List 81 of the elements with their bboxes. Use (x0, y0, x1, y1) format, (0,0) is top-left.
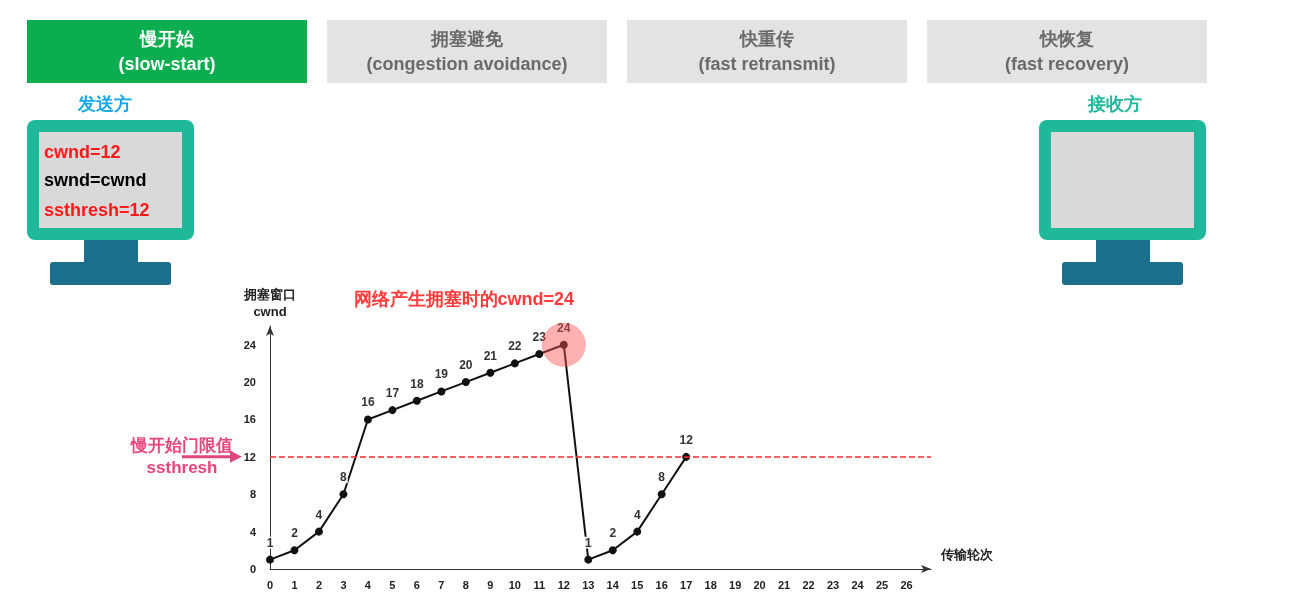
x-tick-label: 16 (655, 578, 668, 591)
data-label: 22 (508, 339, 522, 354)
data-label: 16 (361, 395, 375, 410)
data-label: 2 (609, 526, 617, 541)
x-tick-label: 26 (900, 578, 913, 591)
data-label: 4 (633, 507, 641, 522)
x-tick-label: 10 (508, 578, 521, 591)
point (388, 406, 397, 415)
point (363, 415, 372, 424)
x-tick-label: 1 (291, 578, 298, 591)
text: cwnd=12 (44, 142, 121, 163)
ref-line-label: 慢开始门限值 ssthresh (130, 436, 233, 478)
data-label: 1 (584, 535, 592, 550)
point (461, 378, 470, 387)
text: 接收方 (1088, 93, 1142, 116)
point (633, 527, 642, 536)
x-tick-label: 3 (340, 578, 347, 591)
text: 慢开始 (slow-start) (27, 20, 307, 83)
x-tick-label: 6 (413, 578, 420, 591)
x-tick-label: 14 (606, 578, 620, 591)
x-tick-label: 21 (777, 578, 791, 591)
text: ssthresh=12 (44, 200, 150, 221)
point (657, 490, 666, 499)
x-tick-label: 25 (875, 578, 889, 591)
x-tick-label: 2 (315, 578, 323, 591)
y-tick-label: 20 (243, 376, 256, 389)
x-tick-label: 20 (753, 578, 766, 591)
point (486, 368, 495, 377)
x-tick-label: 11 (533, 578, 546, 591)
x-tick-label: 4 (364, 578, 372, 591)
data-label: 19 (434, 367, 449, 382)
data-label: 8 (340, 470, 348, 485)
x-tick-label: 22 (802, 578, 815, 591)
point (412, 396, 421, 405)
point (584, 555, 593, 564)
y-tick-label: 12 (243, 450, 256, 463)
x-tick-label: 19 (729, 578, 742, 591)
x-tick-label: 7 (438, 578, 445, 591)
data-label: 18 (410, 376, 424, 391)
y-axis-title: 拥塞窗口 cwnd (243, 287, 296, 319)
point (535, 350, 544, 359)
x-tick-label: 13 (582, 578, 595, 591)
x-axis-title: 传输轮次 (940, 547, 994, 562)
y-tick-label: 24 (243, 338, 257, 351)
y-tick-label: 8 (249, 488, 256, 501)
point (437, 387, 446, 396)
x-tick-label: 24 (851, 578, 865, 591)
x-tick-label: 17 (680, 578, 693, 591)
data-label: 12 (679, 432, 694, 447)
point (266, 555, 274, 564)
y-tick-label: 16 (243, 413, 256, 426)
data-label: 23 (532, 330, 547, 345)
text: 发送方 (78, 93, 132, 116)
text: 快重传 (fast retransmit) (627, 20, 907, 83)
x-tick-label: 12 (557, 578, 570, 591)
x-tick-label: 0 (266, 578, 274, 591)
data-label: 2 (291, 526, 299, 541)
text: swnd=cwnd (44, 170, 147, 191)
data-label: 4 (315, 507, 323, 522)
x-tick-label: 18 (704, 578, 717, 591)
data-label: 21 (483, 348, 498, 363)
x-tick-label: 23 (826, 578, 840, 591)
point (339, 490, 348, 499)
point (290, 546, 299, 555)
x-tick-label: 9 (487, 578, 494, 591)
text: 拥塞避免 (congestion avoidance) (327, 20, 607, 83)
x-tick-label: 8 (462, 578, 469, 591)
data-label: 24 (557, 320, 571, 335)
y-tick-label: 4 (249, 525, 257, 538)
data-label: 8 (658, 470, 666, 485)
data-label: 1 (266, 535, 274, 550)
point (608, 546, 617, 555)
data-label: 17 (385, 386, 400, 401)
point (314, 527, 323, 536)
annotation: 网络产生拥塞时的cwnd=24 (353, 288, 575, 309)
point (510, 359, 519, 368)
text: 快恢复 (fast recovery) (927, 20, 1207, 83)
x-tick-label: 15 (631, 578, 644, 591)
x-tick-label: 5 (389, 578, 396, 591)
y-tick-label: 0 (249, 563, 256, 575)
data-label: 20 (459, 358, 473, 373)
